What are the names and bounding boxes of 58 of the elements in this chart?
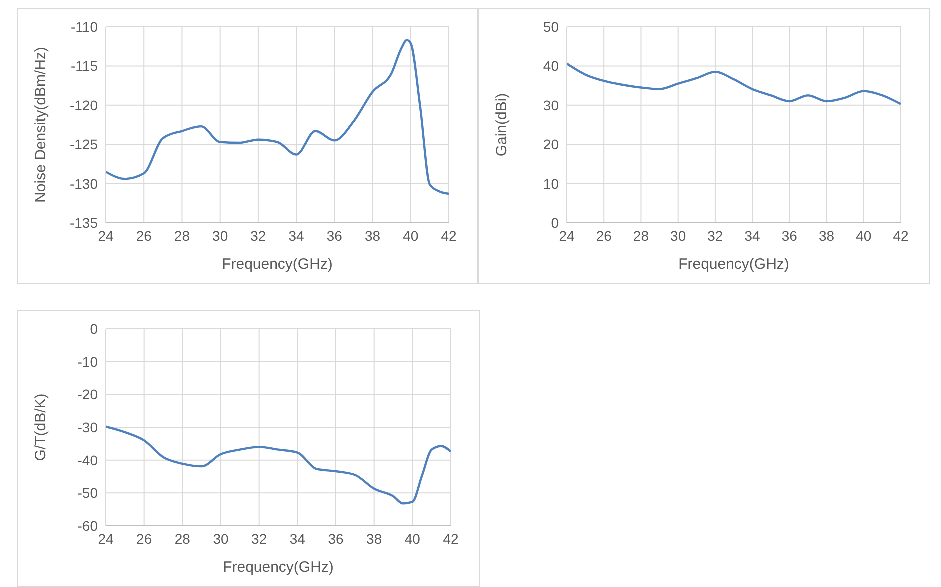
y-axis-title: Gain(dBi) <box>493 93 510 157</box>
x-tick-label: 32 <box>252 530 268 547</box>
x-tick-label: 34 <box>744 228 761 244</box>
x-tick-label: 38 <box>364 228 381 244</box>
x-tick-label: 34 <box>290 530 306 547</box>
y-tick-label: -50 <box>78 485 98 502</box>
line-series <box>567 62 901 106</box>
line-series <box>106 39 449 196</box>
x-tick-label: 38 <box>366 530 382 547</box>
x-axis-title: Frequency(GHz) <box>678 256 790 273</box>
x-tick-label: 24 <box>98 530 114 547</box>
x-axis-title: Frequency(GHz) <box>222 256 333 273</box>
y-tick-label: 40 <box>543 58 560 74</box>
y-tick-label: 30 <box>543 97 560 114</box>
x-tick-label: 40 <box>856 228 872 244</box>
x-tick-label: 42 <box>441 228 457 244</box>
x-tick-label: 32 <box>250 228 266 244</box>
x-tick-label: 28 <box>174 530 191 547</box>
y-tick-label: 0 <box>90 320 98 337</box>
y-tick-label: -40 <box>78 452 98 468</box>
y-tick-label: -10 <box>78 354 98 370</box>
x-tick-label: 28 <box>174 228 190 244</box>
y-tick-label: -110 <box>71 18 98 35</box>
x-tick-label: 42 <box>443 530 459 547</box>
x-axis-title: Frequency(GHz) <box>223 559 334 576</box>
y-tick-label: -120 <box>70 97 98 114</box>
y-axis-title: Noise Density(dBm/Hz) <box>32 47 50 203</box>
y-axis-title: G/T(dB/K) <box>32 394 50 462</box>
x-tick-label: 30 <box>670 228 686 244</box>
x-tick-label: 26 <box>136 228 152 244</box>
x-tick-label: 38 <box>818 228 835 244</box>
x-tick-label: 32 <box>708 228 724 244</box>
y-tick-label: -30 <box>78 419 98 436</box>
y-tick-label: -60 <box>78 518 98 534</box>
y-tick-label: 0 <box>551 214 560 231</box>
x-tick-label: 24 <box>98 228 114 244</box>
x-tick-label: 26 <box>136 530 152 547</box>
x-tick-label: 42 <box>893 228 909 244</box>
x-tick-label: 40 <box>403 228 419 244</box>
x-tick-label: 36 <box>782 228 798 244</box>
x-tick-label: 36 <box>328 530 344 547</box>
x-tick-label: 40 <box>404 530 421 547</box>
x-tick-label: 26 <box>596 228 612 244</box>
x-tick-label: 28 <box>633 228 650 244</box>
y-tick-label: 50 <box>543 18 560 35</box>
y-tick-label: -20 <box>78 386 98 403</box>
x-tick-label: 30 <box>212 228 228 244</box>
y-tick-label: -115 <box>71 58 98 74</box>
line-series <box>106 426 451 505</box>
y-tick-label: 10 <box>543 176 560 192</box>
x-tick-label: 24 <box>559 228 575 244</box>
x-tick-label: 34 <box>288 228 305 244</box>
y-tick-label: 20 <box>543 136 560 153</box>
y-tick-label: -130 <box>70 176 98 192</box>
x-tick-label: 30 <box>213 530 229 547</box>
y-tick-label: -125 <box>70 136 98 153</box>
y-tick-label: -135 <box>70 214 98 231</box>
x-tick-label: 36 <box>326 228 343 244</box>
